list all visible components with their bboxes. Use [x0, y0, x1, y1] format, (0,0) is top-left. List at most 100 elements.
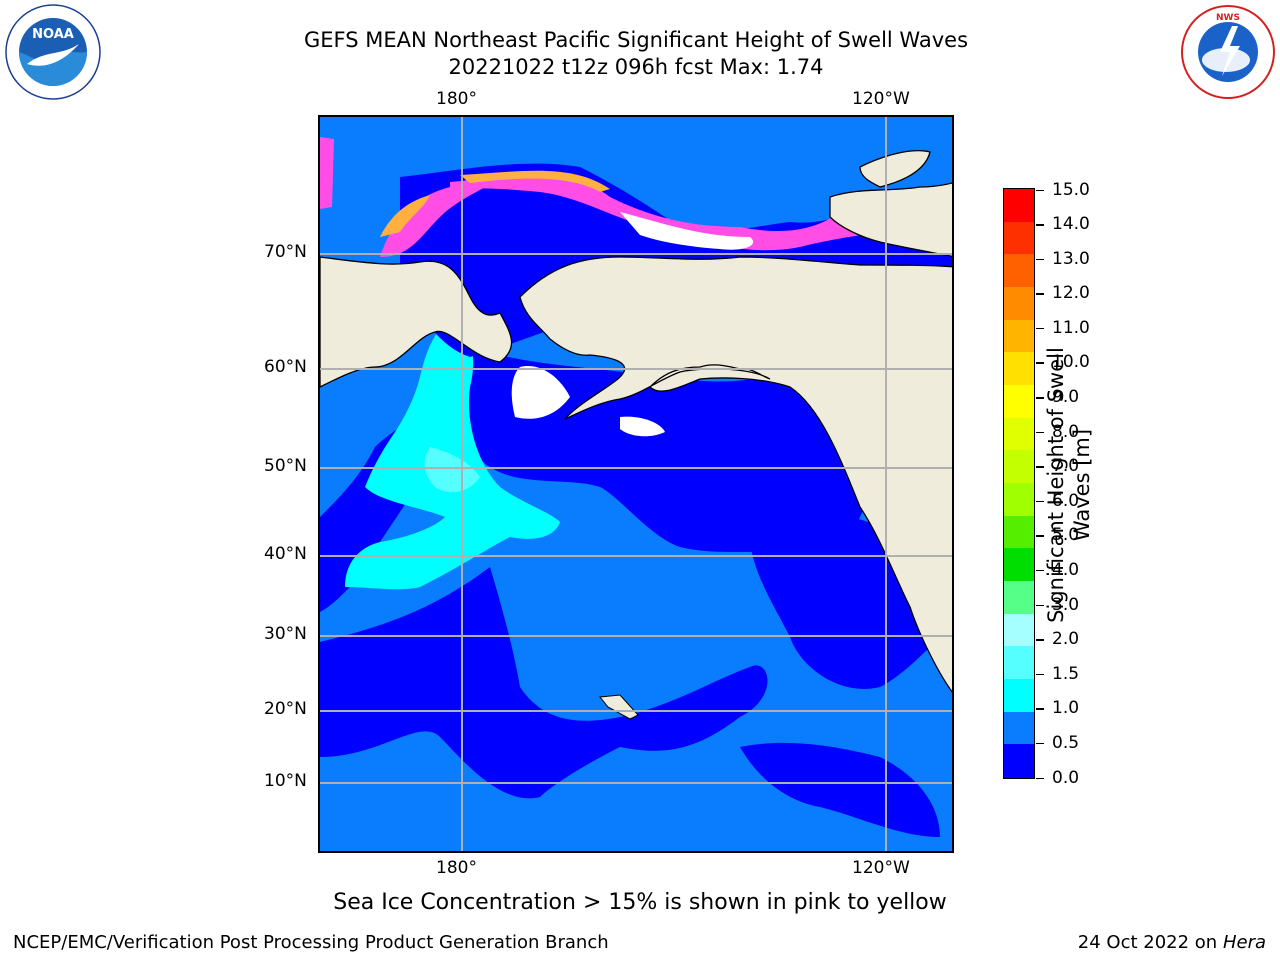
lat-label-70n: 70°N — [264, 242, 307, 262]
colorbar-tick-label: 2.0 — [1052, 629, 1080, 650]
colorbar-tick-label: 15.0 — [1052, 179, 1090, 200]
colorbar-tick-label: 11.0 — [1052, 317, 1090, 338]
sea-ice-white-2 — [620, 416, 665, 437]
colorbar-tick — [1036, 604, 1044, 607]
swell-height-map — [318, 115, 954, 853]
lon-label-top-120w: 120°W — [852, 89, 910, 109]
sea-ice-white — [620, 212, 754, 250]
colorbar-segment — [1004, 646, 1034, 680]
colorbar-tick-label: 12.0 — [1052, 283, 1090, 304]
colorbar-segment — [1004, 189, 1034, 223]
colorbar-tick — [1036, 500, 1044, 503]
colorbar-segment — [1004, 581, 1034, 615]
lon-label-top-180: 180° — [436, 89, 477, 109]
colorbar — [1003, 188, 1035, 779]
colorbar-tick — [1036, 327, 1044, 330]
colorbar-segment — [1004, 221, 1034, 255]
land-canadian-arctic — [829, 182, 952, 257]
colorbar-tick — [1036, 742, 1044, 745]
colorbar-tick — [1036, 673, 1044, 676]
colorbar-title-line2: Waves [m] — [1070, 428, 1094, 542]
svg-text:NOAA: NOAA — [32, 27, 74, 42]
lat-label-20n: 20°N — [264, 699, 307, 719]
colorbar-tick — [1036, 224, 1044, 226]
low-swell-east-lows — [740, 742, 940, 837]
colorbar-segment — [1004, 287, 1034, 321]
colorbar-segment — [1004, 319, 1034, 353]
land-alaska — [519, 256, 952, 693]
chart-title: GEFS MEAN Northeast Pacific Significant … — [303, 28, 969, 52]
colorbar-tick-label: 0.5 — [1052, 732, 1080, 753]
land-hawaii — [599, 694, 639, 720]
colorbar-segment — [1004, 450, 1034, 484]
low-swell-north-pacific — [466, 324, 875, 561]
colorbar-segment — [1004, 417, 1034, 451]
sea-ice-caption: Sea Ice Concentration > 15% is shown in … — [333, 890, 947, 915]
colorbar-segment — [1004, 483, 1034, 517]
colorbar-tick — [1036, 258, 1044, 261]
lon-label-bottom-180: 180° — [436, 858, 477, 878]
nws-logo: NWS — [1180, 4, 1276, 100]
colorbar-tick-label: 6.0 — [1052, 490, 1080, 511]
lat-label-60n: 60°N — [264, 357, 307, 377]
lon-label-bottom-120w: 120°W — [852, 858, 910, 878]
colorbar-tick-label: 1.5 — [1052, 663, 1080, 684]
colorbar-tick — [1036, 431, 1044, 434]
colorbar-tick — [1036, 777, 1044, 779]
lat-label-10n: 10°N — [264, 771, 307, 791]
colorbar-segment — [1004, 613, 1034, 647]
colorbar-tick-label: 10.0 — [1052, 352, 1090, 373]
sea-ice-orange-north — [460, 170, 610, 192]
lat-label-30n: 30°N — [264, 624, 307, 644]
graticule — [320, 117, 952, 851]
footer-credit: NCEP/EMC/Verification Post Processing Pr… — [13, 932, 609, 953]
colorbar-tick-label: 0.0 — [1052, 767, 1080, 788]
colorbar-tick — [1036, 708, 1044, 710]
lat-label-40n: 40°N — [264, 544, 307, 564]
colorbar-segment — [1004, 679, 1034, 713]
colorbar-tick-label: 4.0 — [1052, 559, 1080, 580]
footer-host: Hera — [1222, 932, 1266, 953]
colorbar-tick — [1036, 535, 1044, 537]
land-canadian-islands — [859, 150, 931, 188]
land-siberia — [320, 256, 513, 388]
svg-text:NWS: NWS — [1216, 13, 1240, 23]
colorbar-tick-label: 7.0 — [1052, 456, 1080, 477]
colorbar-tick-label: 13.0 — [1052, 248, 1090, 269]
colorbar-tick-label: 3.0 — [1052, 594, 1080, 615]
colorbar-tick — [1036, 293, 1044, 295]
noaa-logo: NOAA — [5, 4, 101, 100]
colorbar-segment — [1004, 515, 1034, 549]
colorbar-tick — [1036, 569, 1044, 572]
colorbar-segment — [1004, 744, 1034, 778]
colorbar-tick-label: 8.0 — [1052, 421, 1080, 442]
sea-ice-white-bering — [511, 366, 570, 419]
sea-ice-pink-west — [380, 172, 510, 257]
footer-date-text: 24 Oct 2022 on — [1077, 932, 1223, 953]
colorbar-segment — [1004, 548, 1034, 582]
colorbar-tick — [1036, 466, 1044, 468]
colorbar-tick-label: 5.0 — [1052, 525, 1080, 546]
colorbar-title-line1: Significant Height of Swell — [1044, 347, 1068, 623]
chart-subtitle: 20221022 t12z 096h fcst Max: 1.74 — [448, 55, 824, 79]
colorbar-segment — [1004, 711, 1034, 745]
colorbar-segment — [1004, 254, 1034, 288]
colorbar-tick — [1036, 397, 1044, 399]
colorbar-tick-label: 14.0 — [1052, 214, 1090, 235]
colorbar-tick — [1036, 639, 1044, 641]
colorbar-tick-label: 1.0 — [1052, 698, 1080, 719]
colorbar-tick — [1036, 189, 1044, 191]
colorbar-tick-label: 9.0 — [1052, 387, 1080, 408]
colorbar-tick — [1036, 362, 1044, 364]
map-canvas — [320, 117, 952, 851]
colorbar-title: Significant Height of Swell Waves [m] — [1043, 325, 1095, 645]
mid-swell-patch — [424, 447, 480, 493]
sea-ice-pink-north — [450, 176, 920, 251]
high-swell-band — [345, 317, 560, 590]
low-swell-west — [320, 567, 768, 799]
footer-date: 24 Oct 2022 on Hera — [1078, 932, 1266, 953]
lat-label-50n: 50°N — [264, 456, 307, 476]
sea-ice-pink-left-edge — [320, 137, 334, 209]
colorbar-segment — [1004, 385, 1034, 419]
sea-ice-orange-west — [380, 195, 430, 237]
